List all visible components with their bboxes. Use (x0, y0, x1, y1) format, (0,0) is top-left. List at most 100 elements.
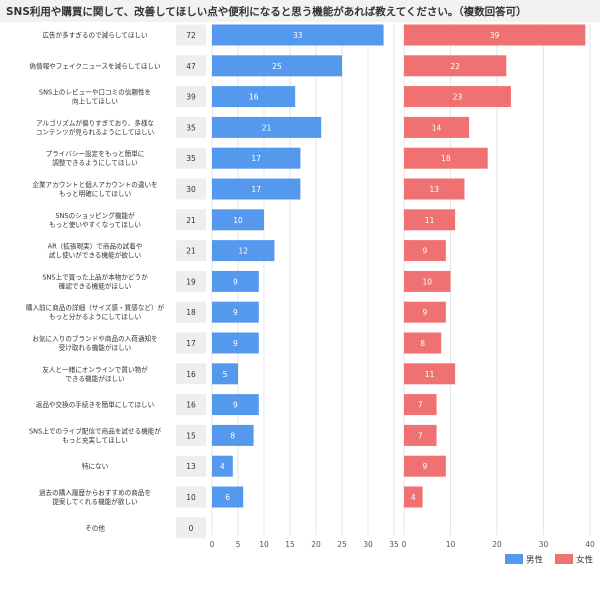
bar-value-label: 21 (262, 123, 272, 132)
bar-value-label: 4 (411, 493, 416, 502)
category-label: 過去の購入履歴からおすすめの商品を (39, 488, 151, 497)
total-box (176, 270, 206, 292)
female-bar (404, 178, 465, 200)
total-value: 21 (186, 216, 196, 225)
category-label: AR（拡張現実）で商品の試着や (48, 242, 143, 251)
x-tick-label: 15 (285, 540, 295, 549)
legend-swatch (555, 554, 573, 564)
female-bar (404, 486, 423, 508)
total-value: 35 (186, 123, 196, 132)
female-bar (404, 332, 442, 354)
total-value: 16 (186, 401, 196, 410)
female-bar (404, 24, 586, 46)
total-value: 0 (189, 524, 194, 533)
category-label: 特にない (82, 462, 109, 471)
female-bar (404, 55, 507, 77)
bar-value-label: 9 (423, 247, 428, 256)
total-value: 10 (186, 493, 196, 502)
bar-value-label: 9 (233, 401, 238, 410)
total-box (176, 86, 206, 108)
category-label: お気に入りのブランドや商品の入荷通知を (32, 334, 157, 343)
bar-value-label: 18 (441, 154, 451, 163)
male-bar (212, 270, 259, 292)
category-label: 購入前に商品の詳細（サイズ感・質感など）が (26, 303, 165, 312)
male-bar (212, 240, 275, 262)
total-box (176, 455, 206, 477)
bar-value-label: 14 (432, 123, 442, 132)
bar-value-label: 33 (293, 31, 303, 40)
x-tick-label: 30 (539, 540, 549, 549)
male-bar (212, 147, 301, 169)
male-bar (212, 178, 301, 200)
total-box (176, 301, 206, 323)
bar-value-label: 16 (249, 93, 259, 102)
category-label: SNS上のレビューや口コミの信頼性を (39, 88, 151, 97)
total-value: 13 (186, 462, 196, 471)
bar-value-label: 8 (420, 339, 425, 348)
total-value: 19 (186, 277, 196, 286)
x-tick-label: 0 (210, 540, 215, 549)
female-bar (404, 424, 437, 446)
x-tick-label: 5 (236, 540, 241, 549)
x-tick-label: 0 (402, 540, 407, 549)
total-value: 30 (186, 185, 196, 194)
bar-value-label: 10 (422, 277, 432, 286)
category-label: もっと充実してほしい (62, 435, 128, 444)
category-label: できる機能がほしい (65, 374, 125, 383)
bar-value-label: 11 (425, 370, 435, 379)
x-tick-label: 35 (389, 540, 399, 549)
total-value: 35 (186, 154, 196, 163)
total-box (176, 209, 206, 231)
male-bar (212, 455, 233, 477)
category-label: 広告が多すぎるので減らしてほしい (42, 31, 148, 40)
female-bar (404, 270, 451, 292)
total-value: 72 (186, 31, 196, 40)
total-box (176, 24, 206, 46)
category-label: 確認できる機能がほしい (59, 281, 132, 290)
bar-value-label: 9 (233, 339, 238, 348)
bar-value-label: 9 (233, 277, 238, 286)
male-bar (212, 363, 238, 385)
category-label: プライバシー設定をもっと簡単に (46, 149, 145, 158)
category-label: SNS上で買った上品が本物かどうか (42, 272, 148, 281)
male-bar (212, 486, 244, 508)
bar-value-label: 39 (490, 31, 500, 40)
bar-value-label: 9 (423, 308, 428, 317)
bar-value-label: 12 (238, 247, 248, 256)
male-bar (212, 332, 259, 354)
bar-value-label: 7 (418, 401, 423, 410)
total-box (176, 332, 206, 354)
total-value: 39 (186, 93, 196, 102)
total-value: 17 (186, 339, 196, 348)
total-box (176, 517, 206, 539)
category-label: もっと使いやすくなってほしい (49, 220, 141, 229)
legend-label: 女性 (576, 555, 594, 566)
x-tick-label: 20 (492, 540, 502, 549)
category-label: 提案してくれる機能が欲しい (52, 497, 138, 506)
category-label: コンテンツが見られるようにしてほしい (36, 127, 155, 136)
male-bar (212, 394, 259, 416)
bar-value-label: 17 (251, 154, 261, 163)
total-value: 15 (186, 431, 196, 440)
total-box (176, 486, 206, 508)
female-bar (404, 240, 446, 262)
category-label: SNS上でのライブ配信で商品を試せる機能が (29, 426, 161, 435)
category-label: 試し使いができる機能が欲しい (49, 251, 142, 260)
bar-value-label: 8 (230, 431, 235, 440)
category-label: その他 (85, 523, 105, 532)
total-box (176, 178, 206, 200)
bar-value-label: 4 (220, 462, 225, 471)
male-bar (212, 55, 342, 77)
category-label: もっと分かるようにしてほしい (49, 312, 142, 321)
total-box (176, 240, 206, 262)
x-tick-label: 20 (311, 540, 321, 549)
female-bar (404, 394, 437, 416)
male-bar (212, 424, 254, 446)
female-bar (404, 147, 488, 169)
total-box (176, 147, 206, 169)
category-label: もっと明確にしてほしい (59, 189, 132, 198)
total-value: 47 (186, 62, 196, 71)
bar-value-label: 9 (423, 462, 428, 471)
category-label: アルゴリズムが偏りすぎており、多様な (36, 118, 154, 127)
